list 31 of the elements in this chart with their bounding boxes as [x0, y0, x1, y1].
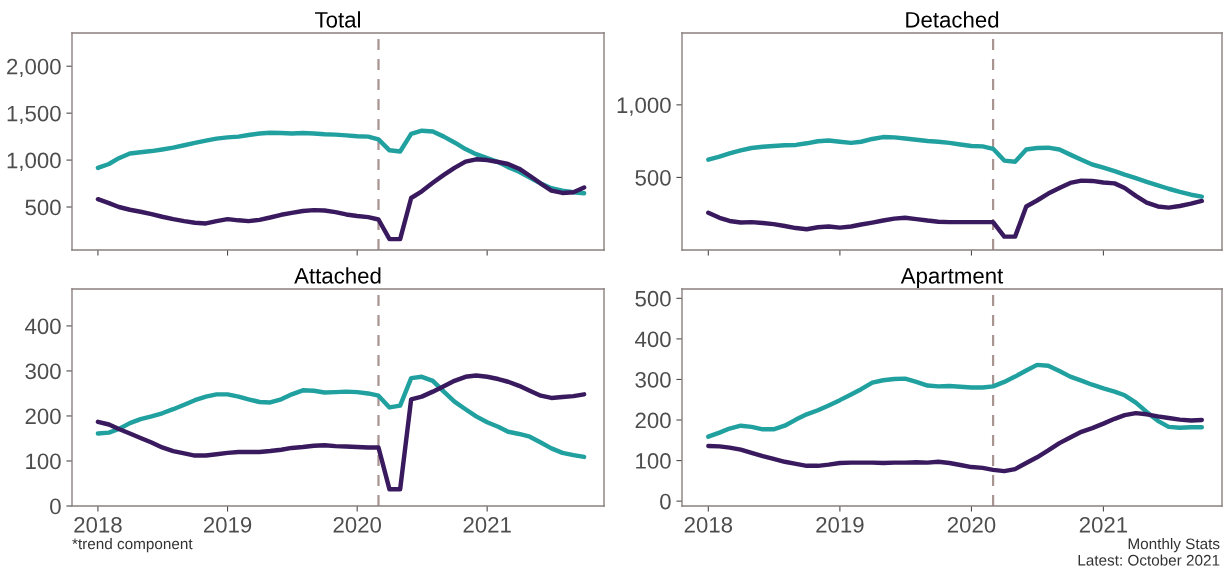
- y-tick-label: 1,000: [7, 152, 61, 171]
- x-tick-label: 2019: [816, 517, 864, 533]
- text: Monthly Stats Latest: October 2021: [1078, 538, 1220, 566]
- y-tick-label: 0: [660, 493, 671, 510]
- y-tick-label: 1,500: [7, 105, 61, 125]
- y-tick-label: 500: [635, 290, 671, 307]
- y-tick-label: 100: [636, 453, 671, 469]
- chart-title: Attached: [294, 267, 381, 284]
- y-tick-label: 100: [26, 453, 61, 470]
- x-tick-label: 2018: [74, 517, 122, 533]
- y-tick-label: 300: [635, 371, 671, 388]
- x-tick-label: 2019: [203, 517, 252, 533]
- x-tick-label: 2020: [947, 517, 996, 533]
- chart-title: Total: [315, 11, 360, 28]
- y-tick-label: 400: [635, 331, 671, 348]
- text: *trend component: [72, 538, 193, 553]
- y-tick-label: 400: [25, 318, 61, 335]
- y-tick-label: 500: [635, 169, 671, 186]
- y-tick-label: 300: [25, 363, 61, 380]
- y-tick-label: 2,000: [7, 58, 61, 78]
- y-tick-label: 200: [635, 412, 671, 429]
- y-tick-label: 200: [25, 408, 61, 425]
- y-tick-label: 0: [50, 498, 61, 515]
- x-tick-label: 2021: [1079, 517, 1128, 533]
- x-tick-label: 2018: [684, 517, 733, 533]
- chart-title: Detached: [906, 11, 999, 28]
- y-tick-label: 500: [25, 199, 61, 216]
- x-tick-label: 2021: [463, 517, 511, 533]
- chart-title: Apartment: [900, 268, 1004, 289]
- x-tick-label: 2020: [333, 517, 382, 533]
- y-tick-label: 1,000: [617, 97, 671, 116]
